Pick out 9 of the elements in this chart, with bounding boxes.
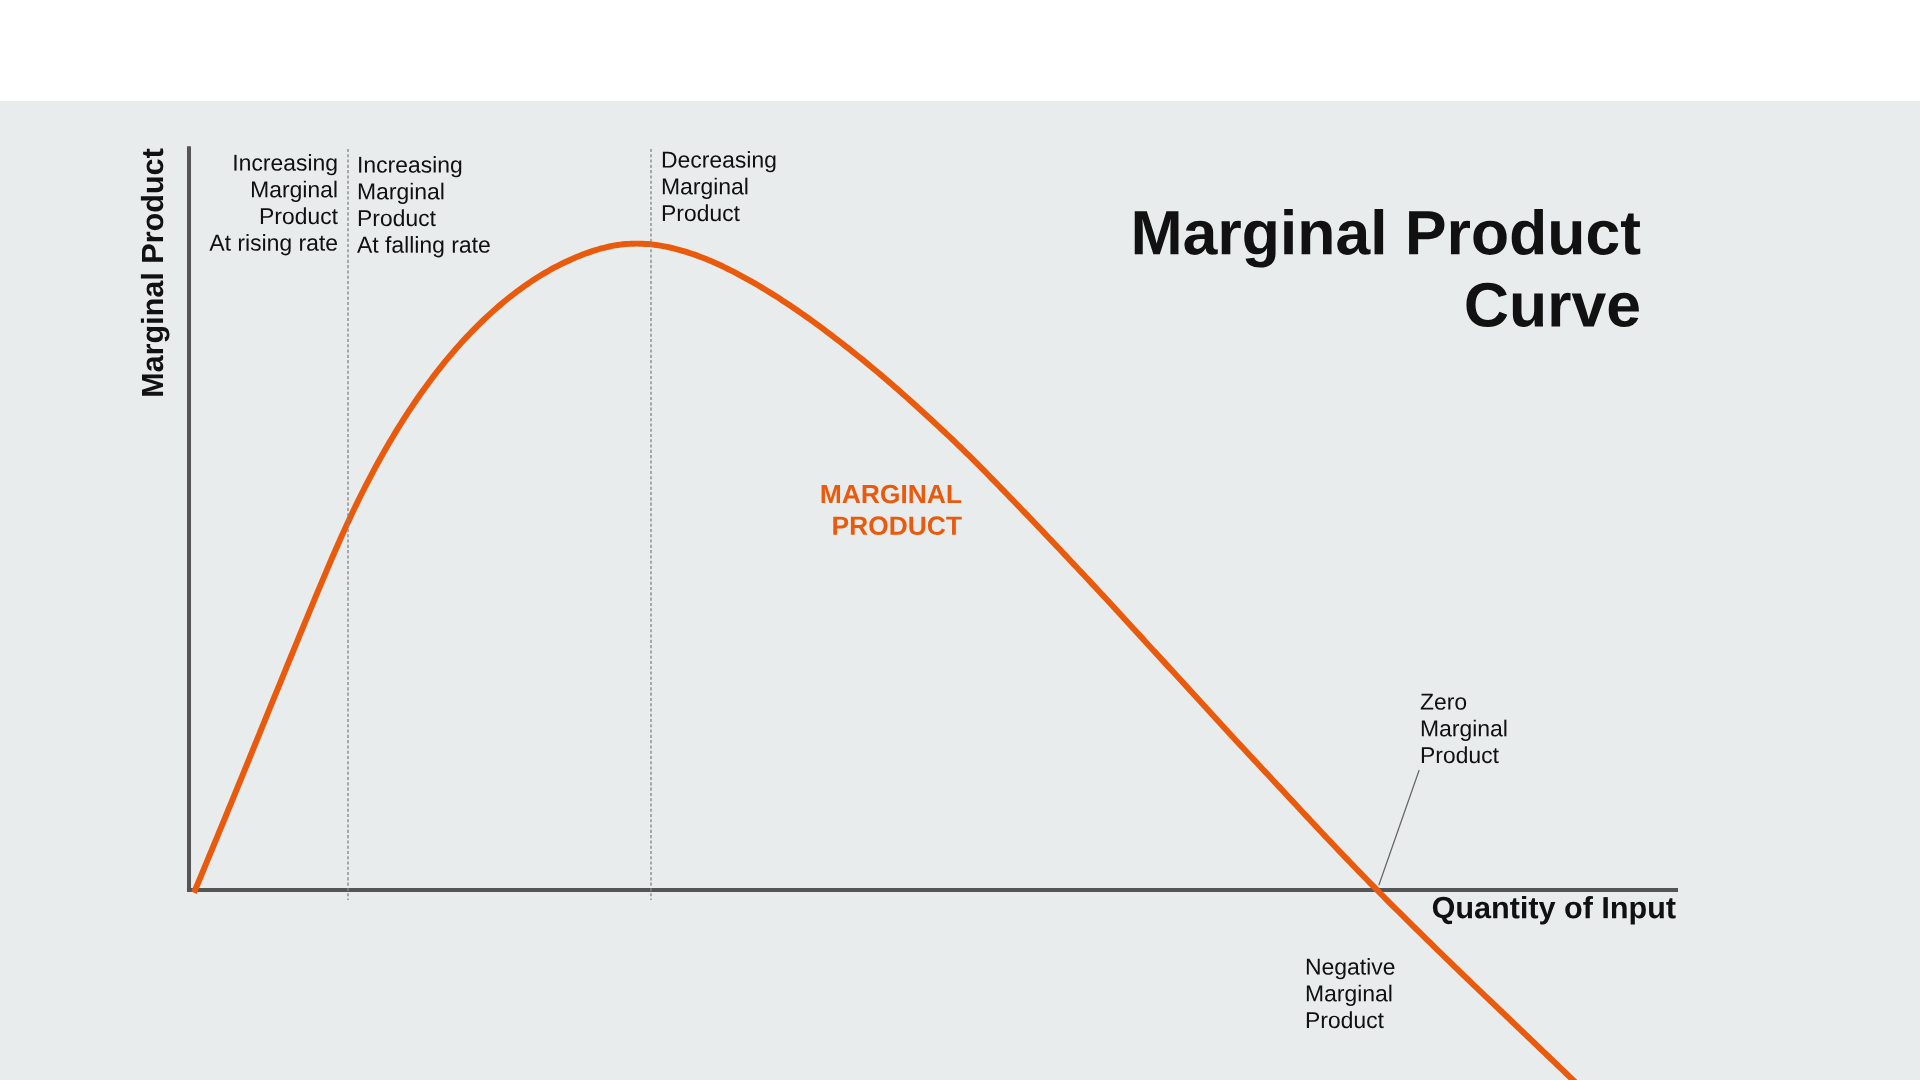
series-label: MARGINAL PRODUCT — [821, 484, 962, 536]
annotation: Negative Marginal Product — [1306, 958, 1395, 1029]
y-axis-title: Marginal Product — [140, 148, 170, 396]
annotation: Increasing Marginal Product At rising rate — [209, 154, 338, 256]
chart-title: Marginal Product Curve — [1134, 209, 1641, 328]
annotation: Zero Marginal Product — [1420, 693, 1507, 764]
x-axis-title: Quantity of Input — [1432, 896, 1676, 925]
text: Decreasing Marginal Product — [662, 151, 776, 222]
annotation: Increasing Marginal Product At falling rate — [357, 156, 490, 258]
